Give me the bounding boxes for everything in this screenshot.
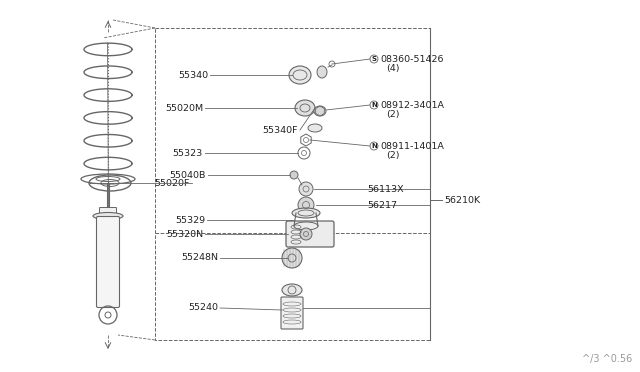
Text: 55240: 55240: [188, 304, 218, 312]
Circle shape: [300, 228, 312, 240]
Text: S: S: [371, 56, 376, 62]
Text: 55320N: 55320N: [166, 230, 203, 238]
Text: N: N: [371, 102, 377, 108]
FancyBboxPatch shape: [281, 297, 303, 329]
Text: 55340: 55340: [178, 71, 208, 80]
Ellipse shape: [93, 212, 123, 219]
Ellipse shape: [317, 66, 327, 78]
FancyBboxPatch shape: [99, 208, 116, 217]
Ellipse shape: [308, 124, 322, 132]
Circle shape: [299, 182, 313, 196]
FancyBboxPatch shape: [286, 221, 334, 247]
Ellipse shape: [282, 284, 302, 296]
Text: 55020M: 55020M: [165, 103, 203, 112]
Text: 08912-3401A: 08912-3401A: [380, 100, 444, 109]
Text: 56217: 56217: [367, 201, 397, 209]
Text: 08911-1401A: 08911-1401A: [380, 141, 444, 151]
Text: 56210K: 56210K: [444, 196, 480, 205]
Text: 55329: 55329: [175, 215, 205, 224]
Text: 55248N: 55248N: [181, 253, 218, 263]
Text: 08360-51426: 08360-51426: [380, 55, 444, 64]
Circle shape: [298, 197, 314, 213]
Text: 55323: 55323: [173, 148, 203, 157]
Text: 55040B: 55040B: [170, 170, 206, 180]
Text: (4): (4): [386, 64, 399, 73]
Circle shape: [290, 171, 298, 179]
Text: (2): (2): [386, 109, 399, 119]
Text: 55020F: 55020F: [155, 179, 190, 187]
Text: (2): (2): [386, 151, 399, 160]
FancyBboxPatch shape: [97, 217, 120, 308]
Text: ^/3 ^0.56: ^/3 ^0.56: [582, 354, 632, 364]
Ellipse shape: [289, 66, 311, 84]
Text: N: N: [371, 143, 377, 149]
Text: 56113X: 56113X: [367, 185, 404, 193]
Ellipse shape: [314, 106, 326, 116]
Text: 55340F: 55340F: [262, 125, 298, 135]
Circle shape: [282, 248, 302, 268]
Ellipse shape: [292, 208, 320, 218]
Ellipse shape: [295, 100, 315, 116]
